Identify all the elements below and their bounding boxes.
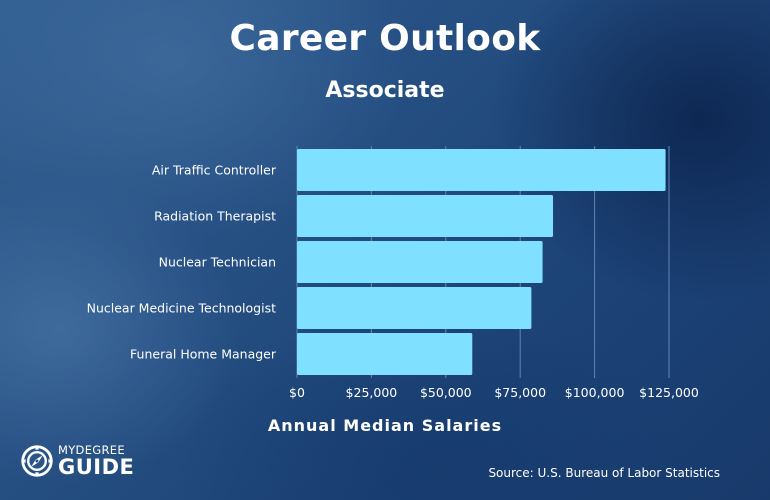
x-tick-label: $75,000 xyxy=(494,385,546,400)
x-tick-label: $125,000 xyxy=(639,385,699,400)
category-label: Radiation Therapist xyxy=(154,209,276,224)
category-label: Funeral Home Manager xyxy=(130,347,277,362)
x-axis-label: Annual Median Salaries xyxy=(267,416,503,435)
category-label: Air Traffic Controller xyxy=(152,163,277,178)
bar xyxy=(297,241,543,283)
logo-text-mydegree: MYDEGREE xyxy=(58,443,125,457)
chart-subtitle: Associate xyxy=(325,78,445,103)
category-label: Nuclear Technician xyxy=(159,255,276,270)
x-tick-label: $0 xyxy=(289,385,305,400)
bar xyxy=(297,333,473,375)
source-note: Source: U.S. Bureau of Labor Statistics xyxy=(488,466,720,480)
bar xyxy=(297,149,666,191)
logo-text-guide: GUIDE xyxy=(58,455,135,479)
bar xyxy=(297,195,554,237)
category-label: Nuclear Medicine Technologist xyxy=(87,301,277,316)
category-labels: Air Traffic Controller Radiation Therapis… xyxy=(87,163,277,362)
bar xyxy=(297,287,532,329)
bars xyxy=(297,149,666,375)
mydegreeguide-logo: MYDEGREE GUIDE xyxy=(18,440,148,486)
x-tick-label: $25,000 xyxy=(346,385,398,400)
chart-title: Career Outlook xyxy=(229,18,541,59)
x-tick-label: $50,000 xyxy=(420,385,472,400)
x-tick-label: $100,000 xyxy=(565,385,625,400)
compass-icon xyxy=(20,444,54,478)
x-tick-labels: $0 $25,000 $50,000 $75,000 $100,000 $125,000 xyxy=(289,385,699,400)
